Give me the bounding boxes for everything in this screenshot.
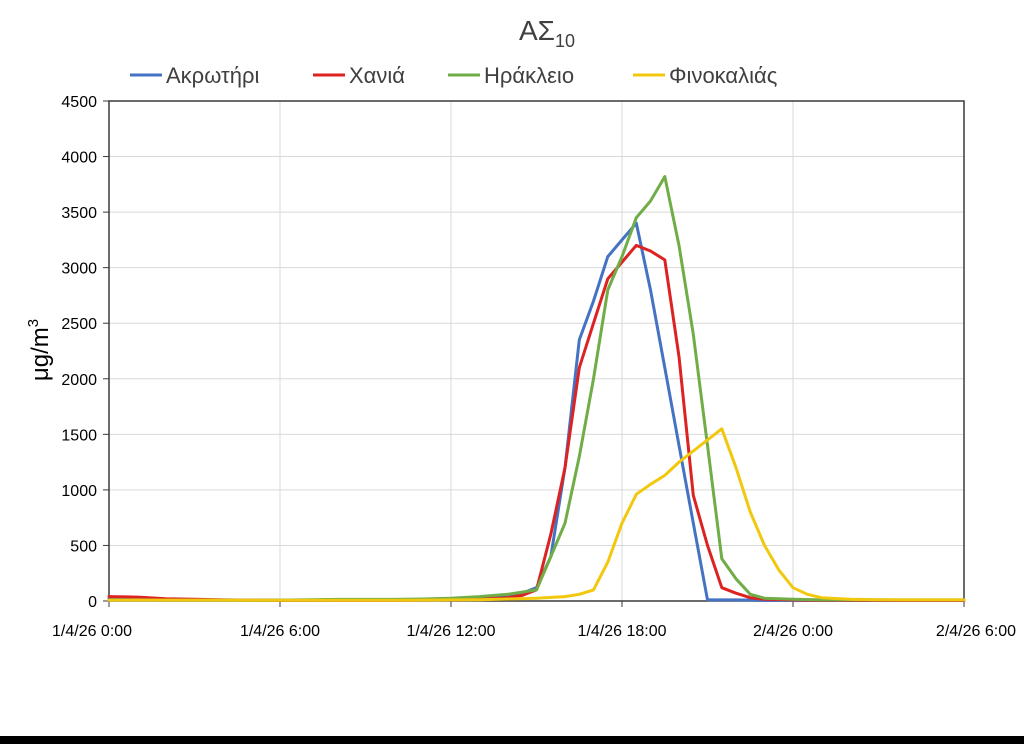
series-line-2 bbox=[107, 243, 966, 602]
chart-title-main: ΑΣ bbox=[519, 15, 555, 46]
bottom-black-bar bbox=[0, 736, 1024, 744]
y-tick-label: 1500 bbox=[61, 427, 97, 444]
chart-title: ΑΣ10 bbox=[519, 15, 575, 51]
legend-item-3: Ηράκλειο bbox=[448, 63, 574, 88]
plot-area-border bbox=[108, 100, 965, 602]
legend-label: Χανιά bbox=[349, 63, 405, 88]
series-line-1 bbox=[107, 221, 966, 602]
y-tick-label: 1000 bbox=[61, 483, 97, 500]
legend-label: Ηράκλειο bbox=[484, 63, 574, 88]
y-tick-label: 3000 bbox=[61, 261, 97, 278]
y-axis-label: μg/m3 bbox=[25, 319, 54, 381]
series-line-4 bbox=[107, 427, 966, 602]
chart-legend: Ακρωτήρι Χανιά Ηράκλειο Φινοκαλιάς bbox=[130, 63, 777, 88]
x-tick-label: 1/4/26 18:00 bbox=[578, 623, 667, 640]
series-line-3 bbox=[107, 175, 966, 602]
legend-item-4: Φινοκαλιάς bbox=[633, 63, 777, 88]
y-tick-label: 0 bbox=[88, 594, 97, 611]
x-tick-label: 2/4/26 0:00 bbox=[753, 623, 833, 640]
legend-label: Φινοκαλιάς bbox=[669, 63, 777, 88]
chart-grid bbox=[109, 101, 964, 601]
y-axis-label-text: μg/m bbox=[27, 327, 54, 381]
x-tick-label: 2/4/26 6:00 bbox=[936, 623, 1016, 640]
y-tick-label: 500 bbox=[70, 538, 97, 555]
x-tick-label: 1/4/26 6:00 bbox=[240, 623, 320, 640]
y-axis-ticks: 0 500 1000 1500 2000 2500 3000 3500 4000 4500 bbox=[61, 94, 109, 611]
y-tick-label: 2500 bbox=[61, 316, 97, 333]
y-tick-label: 4500 bbox=[61, 94, 97, 111]
chart-series bbox=[107, 175, 966, 602]
y-tick-label: 4000 bbox=[61, 150, 97, 167]
x-axis-ticks: 1/4/26 0:00 1/4/26 6:00 1/4/26 12:00 1/4/26… bbox=[52, 601, 1016, 640]
chart-title-subscript: 10 bbox=[555, 31, 575, 51]
x-tick-label: 1/4/26 0:00 bbox=[52, 623, 132, 640]
legend-item-1: Ακρωτήρι bbox=[130, 63, 259, 88]
y-tick-label: 2000 bbox=[61, 372, 97, 389]
x-tick-label: 1/4/26 12:00 bbox=[407, 623, 496, 640]
y-tick-label: 3500 bbox=[61, 205, 97, 222]
legend-item-2: Χανιά bbox=[313, 63, 405, 88]
y-axis-label-superscript: 3 bbox=[25, 319, 42, 327]
legend-label: Ακρωτήρι bbox=[166, 63, 259, 88]
